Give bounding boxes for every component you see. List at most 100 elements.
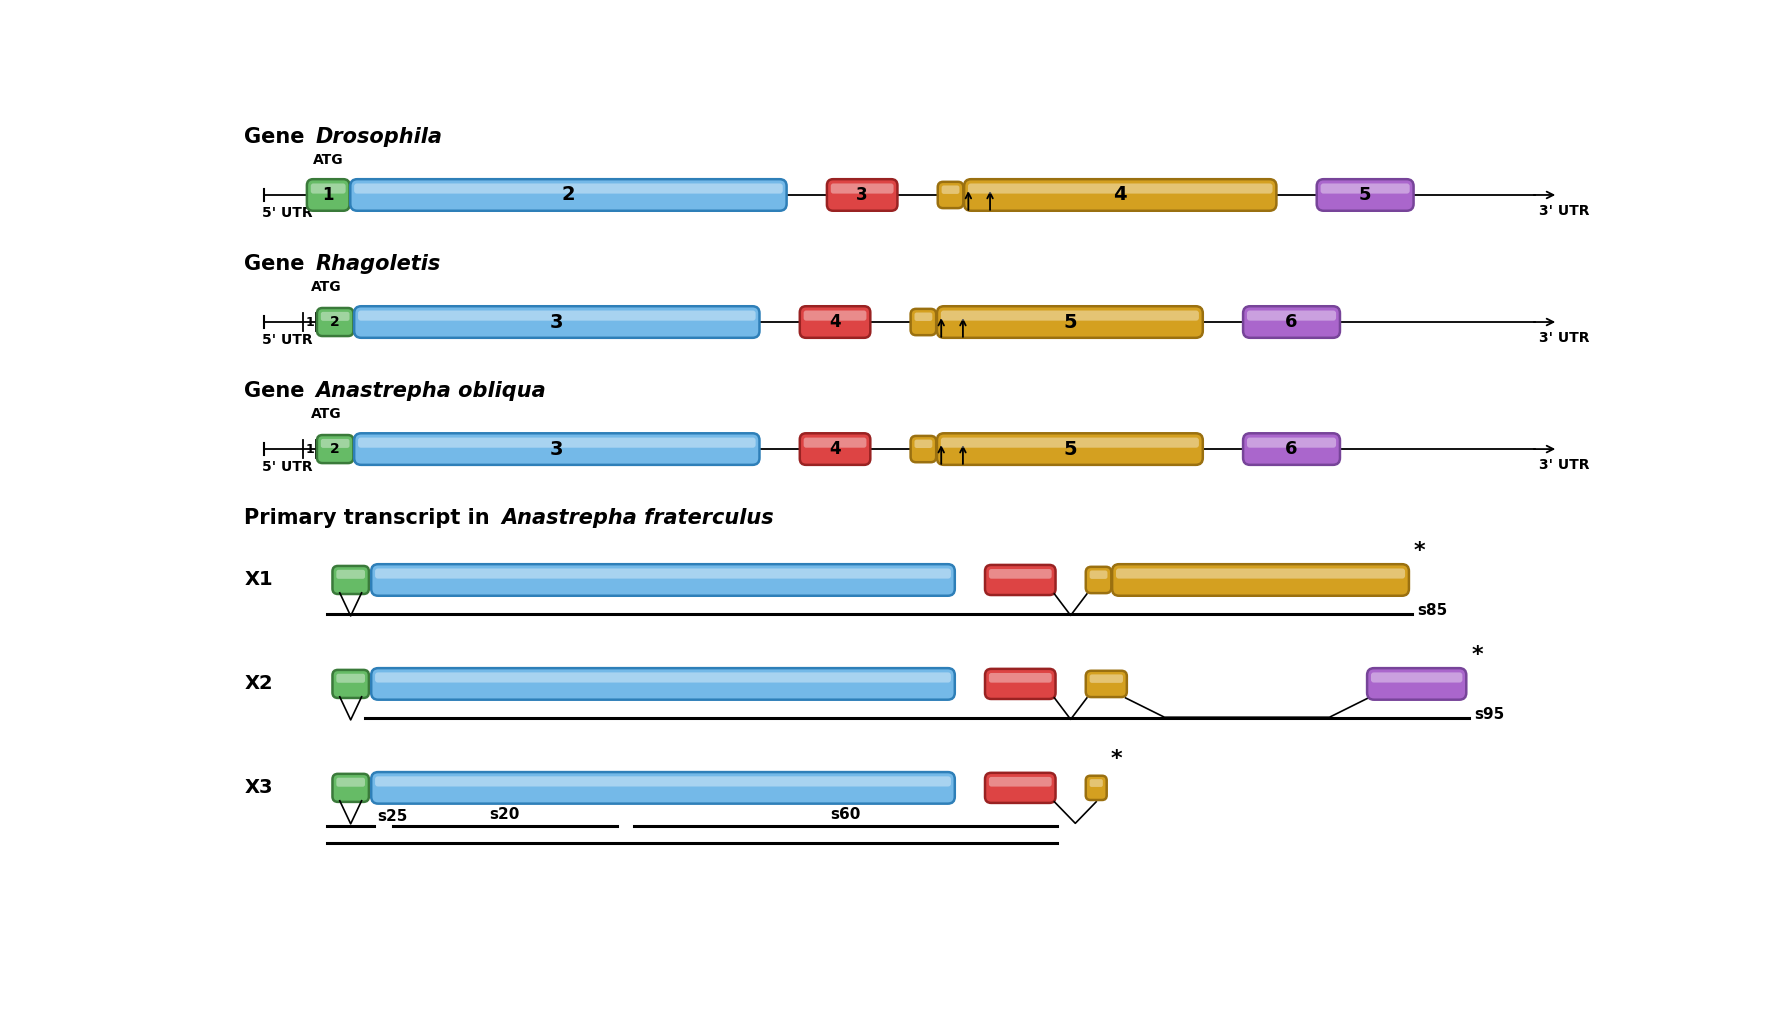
FancyBboxPatch shape <box>942 185 959 194</box>
FancyBboxPatch shape <box>989 570 1051 579</box>
Text: 5: 5 <box>1359 186 1372 204</box>
Text: Gene: Gene <box>244 381 312 401</box>
FancyBboxPatch shape <box>1090 779 1103 787</box>
FancyBboxPatch shape <box>1085 566 1112 593</box>
Text: s20: s20 <box>490 807 520 821</box>
Text: X3: X3 <box>244 778 273 798</box>
Text: ATG: ATG <box>312 281 342 294</box>
FancyBboxPatch shape <box>804 310 867 321</box>
FancyBboxPatch shape <box>372 668 954 700</box>
Text: Rhagoletis: Rhagoletis <box>315 254 441 274</box>
FancyBboxPatch shape <box>375 672 950 683</box>
FancyBboxPatch shape <box>320 439 349 448</box>
FancyBboxPatch shape <box>1085 776 1106 800</box>
FancyBboxPatch shape <box>1112 564 1409 596</box>
Text: 5: 5 <box>1064 313 1076 331</box>
Text: 1: 1 <box>304 316 313 329</box>
FancyBboxPatch shape <box>989 777 1051 786</box>
Text: 4: 4 <box>1113 185 1127 205</box>
Text: 5' UTR: 5' UTR <box>262 333 313 346</box>
Text: 1: 1 <box>322 186 335 204</box>
FancyBboxPatch shape <box>372 772 954 804</box>
Text: s25: s25 <box>377 809 407 824</box>
FancyBboxPatch shape <box>320 311 349 321</box>
Text: 1: 1 <box>304 443 313 455</box>
Text: 6: 6 <box>1285 313 1297 331</box>
FancyBboxPatch shape <box>800 433 871 465</box>
FancyBboxPatch shape <box>804 438 867 448</box>
FancyBboxPatch shape <box>354 306 759 338</box>
FancyBboxPatch shape <box>936 306 1204 338</box>
Text: s60: s60 <box>830 807 860 821</box>
FancyBboxPatch shape <box>358 310 756 321</box>
FancyBboxPatch shape <box>333 774 368 802</box>
FancyBboxPatch shape <box>1090 571 1108 579</box>
FancyBboxPatch shape <box>910 308 936 335</box>
Text: *: * <box>1110 748 1122 769</box>
Text: 6: 6 <box>1285 440 1297 458</box>
FancyBboxPatch shape <box>1085 670 1127 697</box>
FancyBboxPatch shape <box>910 436 936 463</box>
Text: Gene: Gene <box>244 254 312 274</box>
Text: X2: X2 <box>244 674 273 694</box>
Text: 4: 4 <box>828 313 841 331</box>
FancyBboxPatch shape <box>965 179 1276 211</box>
FancyBboxPatch shape <box>1090 674 1122 683</box>
FancyBboxPatch shape <box>989 673 1051 683</box>
FancyBboxPatch shape <box>336 570 365 579</box>
Text: Drosophila: Drosophila <box>315 127 442 147</box>
FancyBboxPatch shape <box>336 778 365 786</box>
Text: Anastrepha obliqua: Anastrepha obliqua <box>315 381 547 401</box>
Text: 3: 3 <box>857 186 867 204</box>
Text: s85: s85 <box>1418 603 1448 618</box>
FancyBboxPatch shape <box>942 310 1198 321</box>
FancyBboxPatch shape <box>317 435 354 463</box>
FancyBboxPatch shape <box>936 433 1204 465</box>
FancyBboxPatch shape <box>1372 672 1462 683</box>
FancyBboxPatch shape <box>1117 568 1405 579</box>
FancyBboxPatch shape <box>986 773 1055 803</box>
FancyBboxPatch shape <box>938 182 963 208</box>
Text: 5' UTR: 5' UTR <box>262 206 313 220</box>
FancyBboxPatch shape <box>372 564 954 596</box>
Text: 3' UTR: 3' UTR <box>1538 331 1589 345</box>
FancyBboxPatch shape <box>354 433 759 465</box>
FancyBboxPatch shape <box>915 313 933 321</box>
Text: 3' UTR: 3' UTR <box>1538 204 1589 218</box>
Text: s95: s95 <box>1474 707 1504 723</box>
Text: X1: X1 <box>244 571 273 589</box>
Text: 4: 4 <box>828 440 841 458</box>
FancyBboxPatch shape <box>915 440 933 448</box>
FancyBboxPatch shape <box>1246 438 1336 448</box>
FancyBboxPatch shape <box>968 183 1273 193</box>
FancyBboxPatch shape <box>1246 310 1336 321</box>
Text: 5' UTR: 5' UTR <box>262 460 313 474</box>
FancyBboxPatch shape <box>358 438 756 448</box>
FancyBboxPatch shape <box>1243 306 1340 338</box>
Text: Anastrepha fraterculus: Anastrepha fraterculus <box>503 509 775 528</box>
FancyBboxPatch shape <box>333 566 368 594</box>
Text: 2: 2 <box>331 442 340 456</box>
FancyBboxPatch shape <box>375 776 950 786</box>
Text: Primary transcript in: Primary transcript in <box>244 509 497 528</box>
FancyBboxPatch shape <box>306 179 349 211</box>
Text: ATG: ATG <box>313 153 343 168</box>
FancyBboxPatch shape <box>1317 179 1414 211</box>
Text: 3' UTR: 3' UTR <box>1538 458 1589 472</box>
Text: *: * <box>1471 645 1483 665</box>
FancyBboxPatch shape <box>354 183 782 193</box>
FancyBboxPatch shape <box>986 565 1055 595</box>
FancyBboxPatch shape <box>1243 433 1340 465</box>
Text: *: * <box>1414 541 1425 560</box>
FancyBboxPatch shape <box>830 183 894 193</box>
Text: Gene: Gene <box>244 127 312 147</box>
FancyBboxPatch shape <box>1320 183 1409 193</box>
Text: 3: 3 <box>550 440 563 458</box>
Text: 2: 2 <box>331 315 340 329</box>
FancyBboxPatch shape <box>312 183 345 193</box>
Text: 3: 3 <box>550 313 563 331</box>
FancyBboxPatch shape <box>333 670 368 698</box>
FancyBboxPatch shape <box>942 438 1198 448</box>
FancyBboxPatch shape <box>350 179 786 211</box>
FancyBboxPatch shape <box>1366 668 1466 700</box>
